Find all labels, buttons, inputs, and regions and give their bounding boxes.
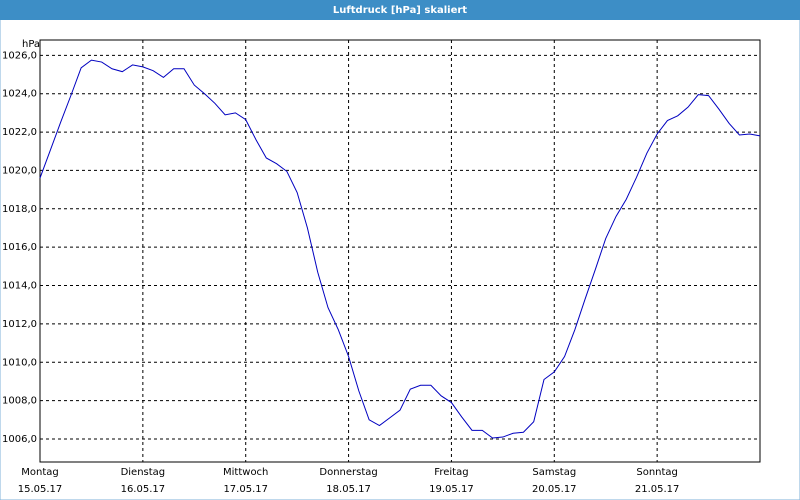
x-tick-label: Donnerstag xyxy=(319,467,377,478)
x-tick-label: Sonntag xyxy=(636,467,678,478)
data-line xyxy=(39,59,761,439)
x-tick-date: 17.05.17 xyxy=(223,484,268,495)
y-tick-label: 1026,0 xyxy=(2,50,37,61)
chart-title: Luftdruck [hPa] skaliert xyxy=(333,5,467,16)
y-tick-label: 1014,0 xyxy=(2,281,37,292)
x-tick-label: Freitag xyxy=(434,467,468,478)
x-tick-date: 21.05.17 xyxy=(635,484,680,495)
y-tick-label: 1008,0 xyxy=(2,396,37,407)
x-tick-date: 16.05.17 xyxy=(121,484,166,495)
y-tick-label: 1022,0 xyxy=(2,127,37,138)
y-tick-label: 1006,0 xyxy=(2,434,37,445)
x-tick-date: 18.05.17 xyxy=(326,484,371,495)
title-bar xyxy=(0,0,800,20)
y-tick-label: 1010,0 xyxy=(2,357,37,368)
y-tick-label: 1012,0 xyxy=(2,319,37,330)
x-tick-label: Dienstag xyxy=(121,467,166,478)
y-tick-label: 1018,0 xyxy=(2,204,37,215)
x-tick-label: Montag xyxy=(21,467,58,478)
y-tick-label: 1020,0 xyxy=(2,165,37,176)
x-tick-label: Samstag xyxy=(532,467,576,478)
x-tick-label: Mittwoch xyxy=(223,467,268,478)
y-axis-label: hPa xyxy=(22,39,40,50)
plot-border xyxy=(39,39,761,463)
y-tick-label: 1016,0 xyxy=(2,242,37,253)
x-tick-date: 20.05.17 xyxy=(532,484,577,495)
x-tick-date: 19.05.17 xyxy=(429,484,474,495)
y-tick-label: 1024,0 xyxy=(2,89,37,100)
x-tick-date: 15.05.17 xyxy=(18,484,63,495)
